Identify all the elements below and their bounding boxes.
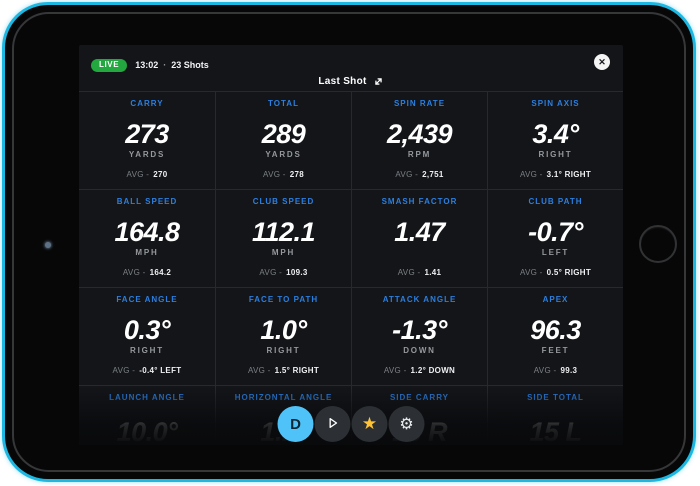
metric-label: CARRY — [130, 99, 164, 108]
metric-unit: DOWN — [403, 345, 436, 355]
metric-value: 96.3 — [530, 314, 581, 345]
metric-cell-spin-rate: SPIN RATE 2,439 RPM AVG -2,751 — [351, 91, 487, 189]
metric-unit: LEFT — [541, 247, 570, 257]
metric-average: AVG - -0.4° LEFT — [112, 366, 182, 376]
home-button[interactable] — [639, 225, 677, 263]
live-badge: LIVE — [91, 58, 128, 72]
front-camera — [45, 242, 51, 248]
metric-cell-apex: APEX 96.3 FEET AVG -99.3 — [487, 287, 623, 385]
star-icon: ★ — [361, 413, 378, 434]
metric-cell-club-path: CLUB PATH -0.7° LEFT AVG -0.5° RIGHT — [487, 189, 623, 287]
metric-cell-attack-angle: ATTACK ANGLE -1.3° DOWN AVG -1.2° DOWN — [351, 287, 487, 385]
metric-cell-launch-angle: LAUNCH ANGLE 10.0° — [79, 385, 215, 445]
metric-value: 1.0° — [260, 314, 307, 345]
metric-cell-face-to-path: FACE TO PATH 1.0° RIGHT AVG -1.5° RIGHT — [215, 287, 351, 385]
separator-dot: · — [163, 60, 167, 70]
replay-button[interactable] — [314, 406, 351, 442]
view-title[interactable]: Last Shot — [79, 76, 623, 87]
metric-cell-side-total: SIDE TOTAL 15 L — [487, 385, 623, 445]
metric-value: -1.3° — [392, 314, 447, 345]
metric-average: AVG -1.41 — [397, 268, 442, 278]
close-button[interactable]: ✕ — [594, 54, 610, 70]
metric-average: AVG -278 — [263, 170, 304, 180]
metric-average: AVG -3.1° RIGHT — [519, 170, 592, 180]
metric-cell-total: TOTAL 289 YARDS AVG -278 — [215, 91, 351, 189]
metric-label: LAUNCH ANGLE — [109, 393, 185, 402]
metric-average: AVG -1.5° RIGHT — [247, 366, 320, 376]
shot-count: 23 Shots — [171, 60, 209, 70]
metric-average: AVG -0.5° RIGHT — [519, 268, 592, 278]
metric-label: SIDE TOTAL — [527, 393, 584, 402]
metric-cell-smash-factor: SMASH FACTOR 1.47 AVG -1.41 — [351, 189, 487, 287]
top-bar: LIVE 13:02 · 23 Shots — [79, 45, 623, 75]
metric-cell-face-angle: FACE ANGLE 0.3° RIGHT AVG - -0.4° LEFT — [79, 287, 215, 385]
metric-label: SPIN RATE — [393, 99, 446, 108]
close-icon: ✕ — [598, 56, 606, 67]
metric-unit: RIGHT — [538, 149, 573, 159]
metric-label: APEX — [542, 295, 569, 304]
metric-cell-carry: CARRY 273 YARDS AVG -270 — [79, 91, 215, 189]
floating-action-bar: D ★ ⚙ — [277, 406, 425, 442]
metric-average: AVG -164.2 — [122, 268, 172, 278]
metric-cell-club-speed: CLUB SPEED 112.1 MPH AVG -109.3 — [215, 189, 351, 287]
metric-label: HORIZONTAL ANGLE — [234, 393, 333, 402]
metric-value: 1.47 — [394, 216, 445, 247]
metric-unit: RIGHT — [266, 345, 301, 355]
metric-unit: RPM — [407, 149, 432, 159]
expand-arrows-icon — [373, 76, 384, 87]
metric-label: FACE ANGLE — [116, 295, 178, 304]
app-screen: LIVE 13:02 · 23 Shots ✕ Last Shot CAR — [79, 45, 623, 445]
metric-value: 15 L — [529, 416, 582, 445]
favorite-button[interactable]: ★ — [351, 406, 388, 442]
metric-value: 164.8 — [114, 216, 180, 247]
metric-value: 273 — [125, 118, 169, 149]
metric-average: AVG -1.2° DOWN — [383, 366, 456, 376]
play-icon — [325, 415, 341, 434]
metric-value: 112.1 — [251, 216, 316, 247]
metric-label: TOTAL — [268, 99, 299, 108]
metric-value: 0.3° — [123, 314, 171, 345]
metric-value: -0.7° — [528, 216, 583, 247]
metric-label: ATTACK ANGLE — [382, 295, 457, 304]
metric-label: SIDE CARRY — [389, 393, 450, 402]
metric-label: CLUB PATH — [528, 197, 583, 206]
club-letter: D — [290, 415, 301, 433]
session-info: 13:02 · 23 Shots — [135, 60, 209, 70]
gear-icon: ⚙ — [399, 414, 414, 433]
metric-cell-spin-axis: SPIN AXIS 3.4° RIGHT AVG -3.1° RIGHT — [487, 91, 623, 189]
metric-unit: YARDS — [265, 149, 302, 159]
metric-value: 2,439 — [386, 118, 453, 149]
metric-cell-ball-speed: BALL SPEED 164.8 MPH AVG -164.2 — [79, 189, 215, 287]
metric-average: AVG -270 — [126, 170, 168, 180]
metric-unit: YARDS — [128, 149, 166, 159]
metric-value: 3.4° — [532, 118, 579, 149]
metric-unit: MPH — [271, 247, 296, 257]
metric-label: SMASH FACTOR — [381, 197, 458, 206]
view-title-label: Last Shot — [318, 76, 367, 87]
metric-unit: MPH — [135, 247, 159, 257]
metric-label: SPIN AXIS — [531, 99, 580, 108]
metrics-grid: CARRY 273 YARDS AVG -270 TOTAL 289 YARDS… — [79, 91, 623, 445]
metric-label: FACE TO PATH — [248, 295, 319, 304]
driver-club-button[interactable]: D — [277, 406, 314, 442]
settings-button[interactable]: ⚙ — [388, 406, 425, 442]
session-time: 13:02 — [135, 60, 159, 70]
metric-average: AVG -2,751 — [395, 170, 444, 180]
metric-unit: RIGHT — [130, 345, 164, 355]
tablet-frame: LIVE 13:02 · 23 Shots ✕ Last Shot CAR — [2, 2, 696, 482]
metric-label: CLUB SPEED — [252, 197, 315, 206]
metric-unit: FEET — [541, 345, 570, 355]
metric-label: BALL SPEED — [116, 197, 178, 206]
metric-value: 10.0° — [116, 416, 178, 445]
metric-average: AVG -109.3 — [259, 268, 308, 278]
metric-value: 289 — [261, 118, 306, 149]
metric-average: AVG -99.3 — [533, 366, 578, 376]
